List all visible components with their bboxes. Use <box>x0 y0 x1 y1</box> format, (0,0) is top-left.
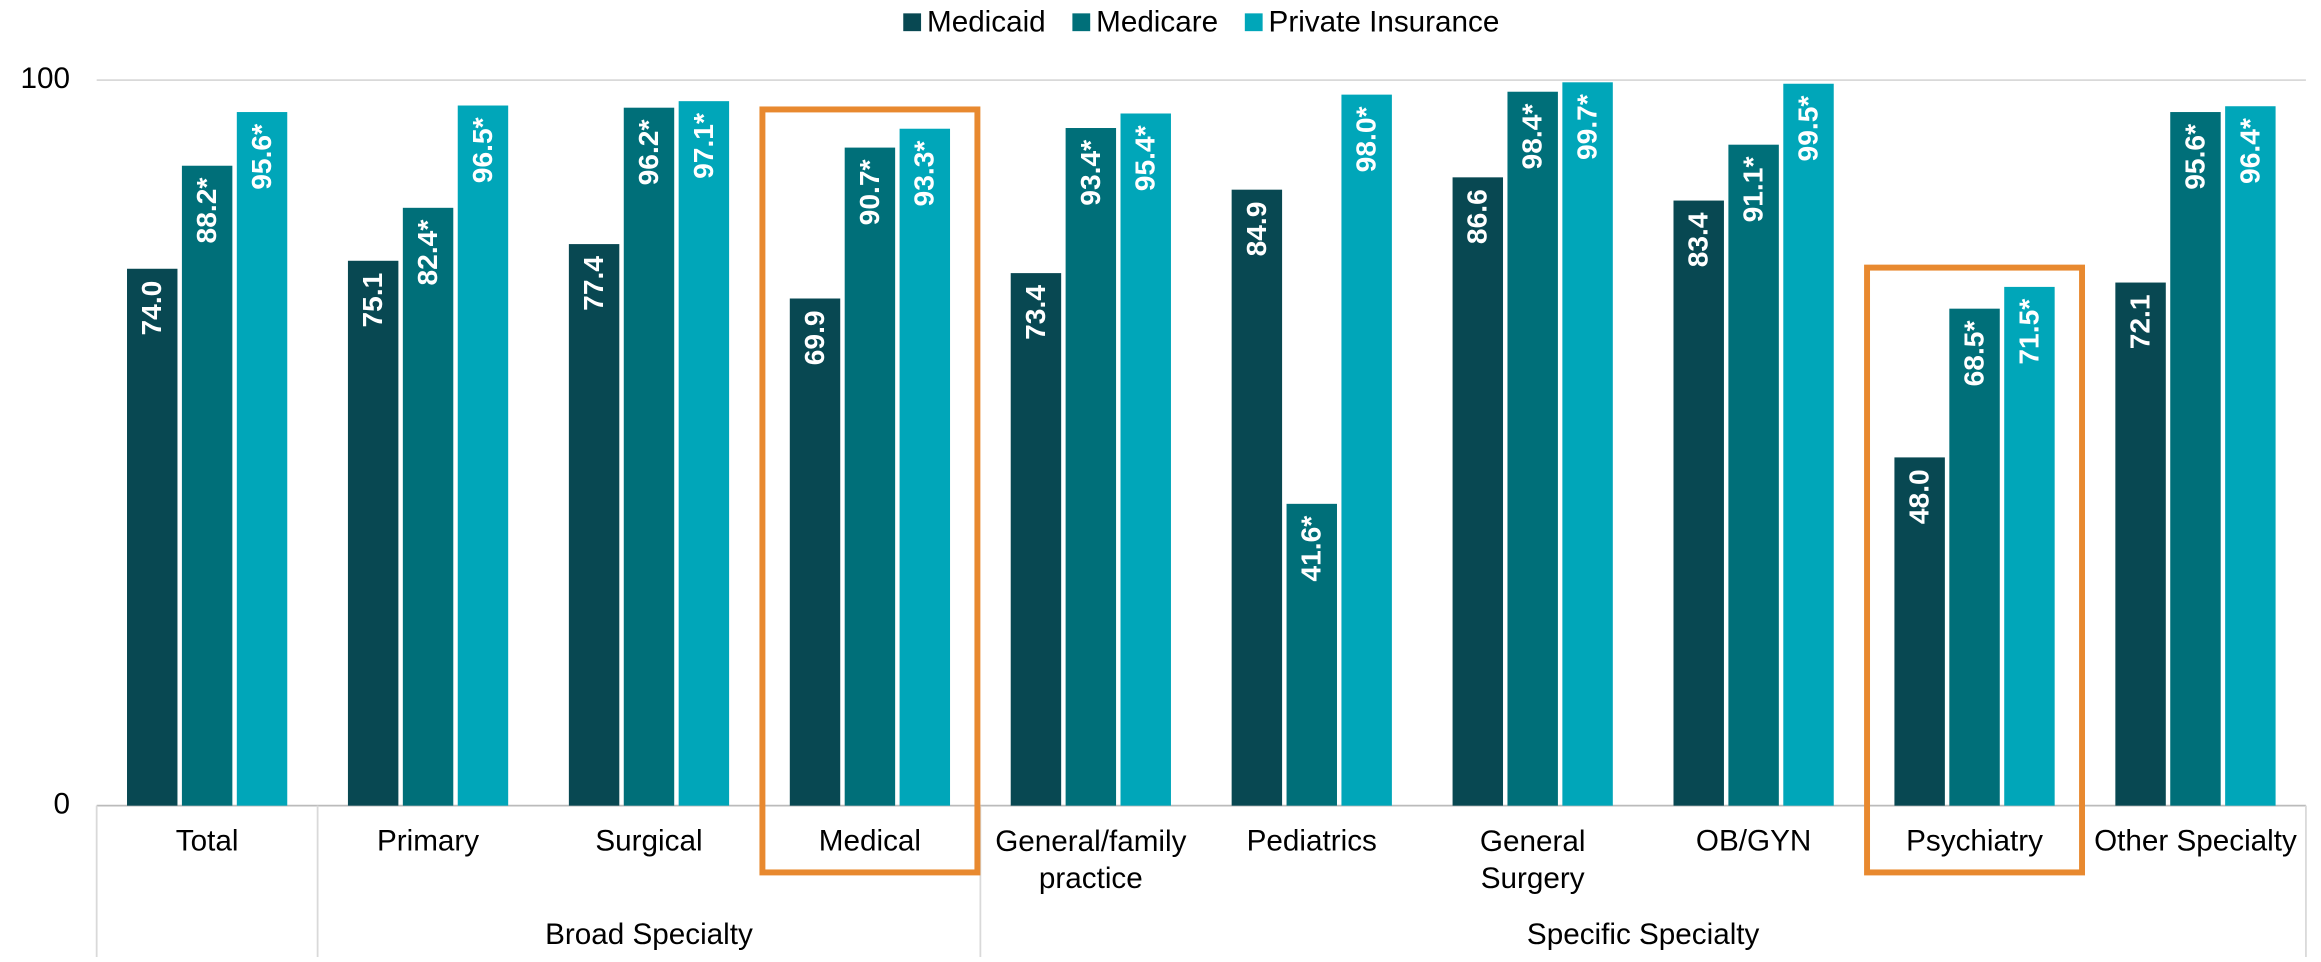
bar <box>1949 308 2000 806</box>
value-label: 96.4* <box>2233 118 2265 184</box>
y-tick-label: 100 <box>20 62 69 95</box>
highlight-box <box>1864 264 2086 876</box>
x-tick-label: Other Specialty <box>2094 825 2297 858</box>
bar <box>1728 144 1779 806</box>
value-label: 86.6 <box>1461 189 1493 244</box>
value-label: 95.4* <box>1129 125 1161 191</box>
value-label: 93.4* <box>1074 140 1106 206</box>
bar <box>2170 112 2221 806</box>
legend-swatch <box>1072 13 1091 32</box>
group-label: Broad Specialty <box>545 918 753 951</box>
bar <box>1341 94 1392 806</box>
bar <box>789 298 841 806</box>
legend-label: Medicare <box>1096 6 1218 39</box>
value-label: 99.7* <box>1571 94 1603 160</box>
x-tick-label: OB/GYN <box>1696 825 1811 858</box>
value-label: 72.1 <box>2124 294 2156 349</box>
bar <box>678 101 730 806</box>
y-tick-label: 0 <box>53 788 70 821</box>
bar <box>1010 273 1062 806</box>
bar <box>402 207 454 806</box>
legend-swatch <box>1244 13 1263 32</box>
highlight-box <box>759 106 981 876</box>
bar <box>1286 503 1337 806</box>
x-tick-label: General Surgery <box>1480 825 1586 895</box>
value-label: 83.4 <box>1682 212 1714 267</box>
value-label: 96.5* <box>466 117 498 183</box>
value-label: 73.4 <box>1019 285 1051 340</box>
value-label: 75.1 <box>356 273 388 328</box>
bar <box>1452 177 1504 806</box>
value-label: 77.4 <box>577 256 609 311</box>
value-label: 71.5* <box>2012 299 2044 365</box>
value-label: 95.6* <box>2178 124 2210 190</box>
group-label: Specific Specialty <box>1527 918 1760 951</box>
bar <box>899 128 951 806</box>
value-label: 98.0* <box>1350 106 1382 172</box>
x-tick-label: Psychiatry <box>1906 825 2043 858</box>
bar <box>236 112 288 806</box>
bar <box>1065 128 1117 806</box>
bar <box>2115 282 2166 806</box>
legend-label: Medicaid <box>927 6 1046 39</box>
bar <box>1673 200 1724 806</box>
value-label: 88.2* <box>190 178 222 244</box>
x-tick-label: General/family practice <box>995 825 1186 895</box>
bar <box>457 105 509 806</box>
bar <box>623 107 675 806</box>
x-tick-label: Medical <box>819 825 921 858</box>
x-tick-label: Primary <box>377 825 479 858</box>
bar <box>127 268 178 806</box>
value-label: 82.4* <box>411 220 443 286</box>
bar <box>568 244 620 806</box>
legend-swatch <box>903 13 922 32</box>
bar <box>347 260 399 806</box>
bar <box>2004 286 2055 806</box>
x-tick-label: Pediatrics <box>1247 825 1377 858</box>
x-tick-label: Total <box>176 825 239 858</box>
value-label: 93.3* <box>908 141 940 207</box>
bar <box>1120 113 1171 806</box>
bar <box>1783 83 1834 806</box>
legend-label: Private Insurance <box>1269 6 1500 39</box>
value-label: 91.1* <box>1737 157 1769 223</box>
bar <box>1231 189 1283 806</box>
bar <box>844 147 896 806</box>
bar <box>1894 457 1945 806</box>
value-label: 41.6* <box>1295 516 1327 582</box>
value-label: 96.2* <box>632 120 664 186</box>
value-label: 74.0 <box>135 281 167 336</box>
value-label: 69.9 <box>798 310 830 365</box>
value-label: 98.4* <box>1516 104 1548 170</box>
x-tick-label: Surgical <box>595 825 702 858</box>
value-label: 95.6* <box>245 124 277 190</box>
bar <box>1562 82 1613 806</box>
value-label: 90.7* <box>853 159 885 225</box>
value-label: 68.5* <box>1957 321 1989 387</box>
value-label: 48.0 <box>1903 469 1935 524</box>
value-label: 97.1* <box>687 113 719 179</box>
bar <box>1507 91 1558 806</box>
value-label: 99.5* <box>1791 96 1823 162</box>
value-label: 84.9 <box>1240 202 1272 257</box>
bar <box>181 165 233 806</box>
bar <box>2225 106 2276 806</box>
